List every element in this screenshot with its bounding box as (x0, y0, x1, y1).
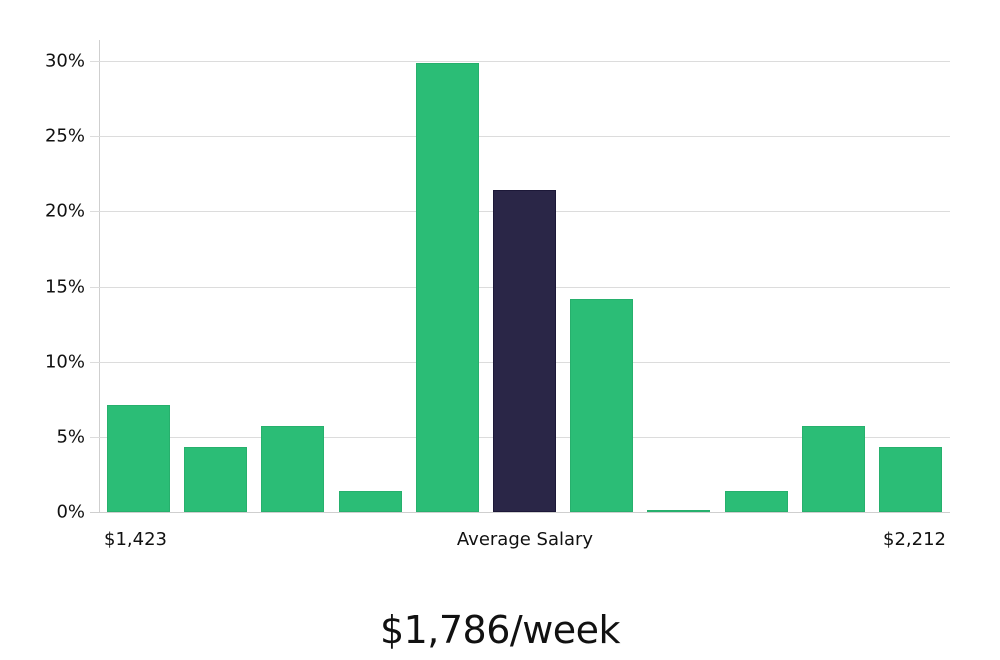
bar (724, 490, 788, 512)
bar (338, 490, 402, 512)
bar (570, 298, 634, 512)
average-salary-value: $1,786/week (379, 608, 621, 652)
grid-line (90, 136, 950, 138)
bar (261, 426, 325, 512)
y-tick-label: 15% (44, 276, 85, 298)
y-tick-label: 0% (56, 501, 85, 523)
bar (184, 447, 248, 512)
bar (647, 510, 711, 513)
bar (801, 426, 865, 512)
bar-highlighted (493, 190, 556, 512)
grid-line (90, 61, 950, 63)
x-min-label: $1,423 (104, 529, 167, 550)
y-tick-label: 30% (44, 50, 85, 72)
x-max-label: $2,212 (883, 529, 946, 550)
bar (107, 405, 170, 512)
y-tick-label: 10% (44, 351, 85, 373)
salary-histogram: 0% 5% 10% 15% 20% 25% 30% $1,423 Average Salar… (44, 40, 950, 550)
y-tick-label: 25% (44, 125, 85, 147)
bar (415, 62, 479, 512)
bar (879, 447, 942, 512)
x-center-label: Average Salary (456, 529, 594, 550)
y-tick-label: 5% (56, 426, 85, 448)
grid-line (90, 512, 950, 513)
y-tick-label: 20% (44, 200, 85, 222)
y-axis-line (99, 40, 100, 513)
